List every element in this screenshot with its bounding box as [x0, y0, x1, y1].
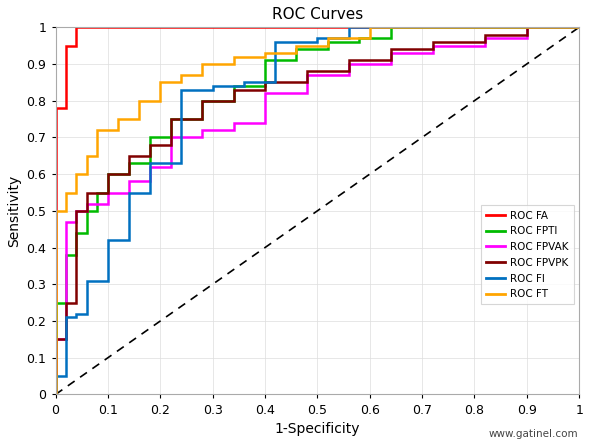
- Text: www.gatinel.com: www.gatinel.com: [489, 428, 578, 439]
- X-axis label: 1-Specificity: 1-Specificity: [274, 422, 360, 436]
- Title: ROC Curves: ROC Curves: [272, 7, 363, 22]
- Legend: ROC FA, ROC FPTI, ROC FPVAK, ROC FPVPK, ROC FI, ROC FT: ROC FA, ROC FPTI, ROC FPVAK, ROC FPVPK, …: [481, 206, 574, 304]
- Y-axis label: Sensitivity: Sensitivity: [7, 175, 21, 247]
